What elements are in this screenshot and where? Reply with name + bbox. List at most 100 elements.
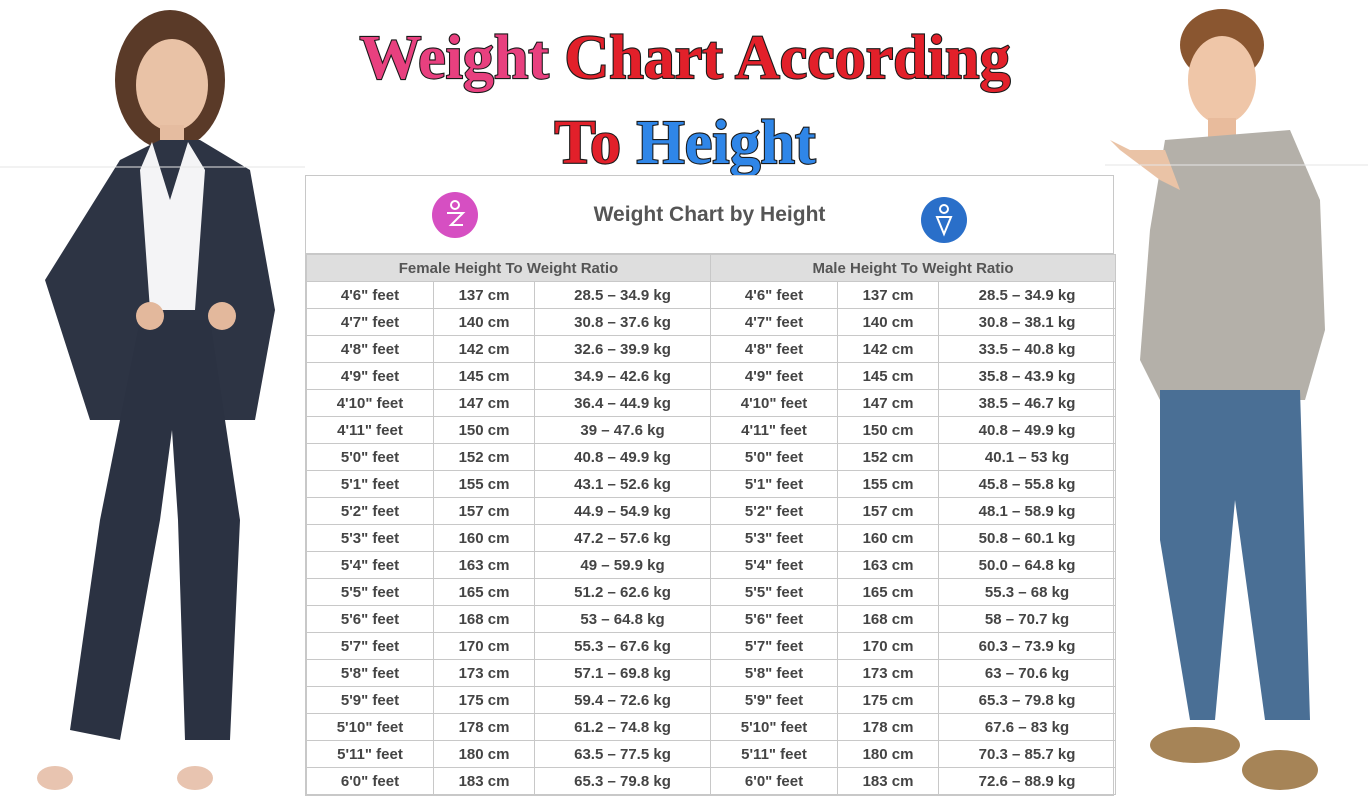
male-column-header: Male Height To Weight Ratio [710,254,1117,282]
male-weight: 33.5 – 40.8 kg [938,335,1117,363]
female-height-cm: 160 cm [433,524,535,552]
male-weight: 55.3 – 68 kg [938,578,1117,606]
female-height-cm: 178 cm [433,713,535,741]
table-row: 5'4" feet 163 cm 49 – 59.9 kg 5'4" feet 163 … [306,551,1117,579]
table-row: 4'11" feet 150 cm 39 – 47.6 kg 4'11" feet 15… [306,416,1117,444]
male-weight: 67.6 – 83 kg [938,713,1117,741]
male-height-cm: 163 cm [837,551,940,579]
female-height-cm: 140 cm [433,308,535,336]
panel-header: Weight Chart by Height [306,176,1113,254]
female-height-cm: 168 cm [433,605,535,633]
female-weight: 43.1 – 52.6 kg [533,470,712,498]
table-row: 5'5" feet 165 cm 51.2 – 62.6 kg 5'5" feet 16… [306,578,1117,606]
female-height-cm: 165 cm [433,578,535,606]
male-height-cm: 147 cm [837,389,940,417]
female-height-cm: 145 cm [433,362,535,390]
male-weight: 50.0 – 64.8 kg [938,551,1117,579]
male-weight: 28.5 – 34.9 kg [938,281,1117,309]
table-row: 5'8" feet 173 cm 57.1 – 69.8 kg 5'8" feet 17… [306,659,1117,687]
female-height-cm: 173 cm [433,659,535,687]
female-height-ft: 4'6" feet [306,281,434,309]
male-weight: 48.1 – 58.9 kg [938,497,1117,525]
female-height-ft: 5'8" feet [306,659,434,687]
table-row: 5'9" feet 175 cm 59.4 – 72.6 kg 5'9" feet 17… [306,686,1117,714]
male-height-cm: 168 cm [837,605,940,633]
table-row: 4'8" feet 142 cm 32.6 – 39.9 kg 4'8" feet 14… [306,335,1117,363]
female-weight: 28.5 – 34.9 kg [533,281,712,309]
table-row: 5'0" feet 152 cm 40.8 – 49.9 kg 5'0" feet 15… [306,443,1117,471]
title-line: Weight Chart According [360,24,1011,92]
female-weight: 65.3 – 79.8 kg [533,767,712,795]
male-height-ft: 6'0" feet [710,767,839,795]
female-weight: 36.4 – 44.9 kg [533,389,712,417]
title-word: Weight [360,24,550,92]
female-weight: 59.4 – 72.6 kg [533,686,712,714]
table-row: 6'0" feet 183 cm 65.3 – 79.8 kg 6'0" feet 18… [306,767,1117,795]
female-height-ft: 5'9" feet [306,686,434,714]
female-weight: 34.9 – 42.6 kg [533,362,712,390]
female-weight: 55.3 – 67.6 kg [533,632,712,660]
table-row: 5'2" feet 157 cm 44.9 – 54.9 kg 5'2" feet 15… [306,497,1117,525]
female-height-ft: 5'0" feet [306,443,434,471]
male-height-ft: 4'7" feet [710,308,839,336]
female-icon [432,192,478,238]
male-height-ft: 4'8" feet [710,335,839,363]
male-weight: 38.5 – 46.7 kg [938,389,1117,417]
male-height-cm: 165 cm [837,578,940,606]
female-height-cm: 163 cm [433,551,535,579]
male-weight: 45.8 – 55.8 kg [938,470,1117,498]
male-height-ft: 5'6" feet [710,605,839,633]
female-height-cm: 147 cm [433,389,535,417]
table-row: 5'11" feet 180 cm 63.5 – 77.5 kg 5'11" feet… [306,740,1117,768]
male-weight: 60.3 – 73.9 kg [938,632,1117,660]
male-height-cm: 150 cm [837,416,940,444]
female-weight: 30.8 – 37.6 kg [533,308,712,336]
female-weight: 32.6 – 39.9 kg [533,335,712,363]
male-height-cm: 137 cm [837,281,940,309]
female-height-ft: 5'2" feet [306,497,434,525]
table-row: 5'3" feet 160 cm 47.2 – 57.6 kg 5'3" feet 16… [306,524,1117,552]
female-height-ft: 5'1" feet [306,470,434,498]
male-height-cm: 155 cm [837,470,940,498]
male-height-cm: 173 cm [837,659,940,687]
female-weight: 61.2 – 74.8 kg [533,713,712,741]
weight-table: Female Height To Weight Ratio Male Heigh… [305,254,1117,795]
female-weight: 63.5 – 77.5 kg [533,740,712,768]
female-weight: 49 – 59.9 kg [533,551,712,579]
male-weight: 35.8 – 43.9 kg [938,362,1117,390]
female-height-cm: 183 cm [433,767,535,795]
female-height-ft: 6'0" feet [306,767,434,795]
male-height-ft: 5'0" feet [710,443,839,471]
female-weight: 51.2 – 62.6 kg [533,578,712,606]
table-row: 5'10" feet 178 cm 61.2 – 74.8 kg 5'10" feet… [306,713,1117,741]
male-weight: 65.3 – 79.8 kg [938,686,1117,714]
male-height-ft: 5'4" feet [710,551,839,579]
female-height-cm: 180 cm [433,740,535,768]
table-row: 5'7" feet 170 cm 55.3 – 67.6 kg 5'7" feet 17… [306,632,1117,660]
male-height-ft: 5'3" feet [710,524,839,552]
female-height-cm: 170 cm [433,632,535,660]
male-height-ft: 5'10" feet [710,713,839,741]
female-height-ft: 5'11" feet [306,740,434,768]
male-weight: 50.8 – 60.1 kg [938,524,1117,552]
female-height-ft: 5'4" feet [306,551,434,579]
female-height-ft: 5'10" feet [306,713,434,741]
female-height-ft: 5'5" feet [306,578,434,606]
female-height-cm: 155 cm [433,470,535,498]
female-height-ft: 5'3" feet [306,524,434,552]
female-height-cm: 150 cm [433,416,535,444]
female-weight: 53 – 64.8 kg [533,605,712,633]
male-height-cm: 160 cm [837,524,940,552]
title-area: Weight Chart According To Height [358,23,1011,178]
male-weight: 70.3 – 85.7 kg [938,740,1117,768]
male-height-cm: 178 cm [837,713,940,741]
female-weight: 39 – 47.6 kg [533,416,712,444]
male-height-cm: 180 cm [837,740,940,768]
male-height-ft: 5'5" feet [710,578,839,606]
male-height-cm: 183 cm [837,767,940,795]
table-row: 4'10" feet 147 cm 36.4 – 44.9 kg 4'10" feet… [306,389,1117,417]
table-row: 5'1" feet 155 cm 43.1 – 52.6 kg 5'1" feet 15… [306,470,1117,498]
female-weight: 40.8 – 49.9 kg [533,443,712,471]
